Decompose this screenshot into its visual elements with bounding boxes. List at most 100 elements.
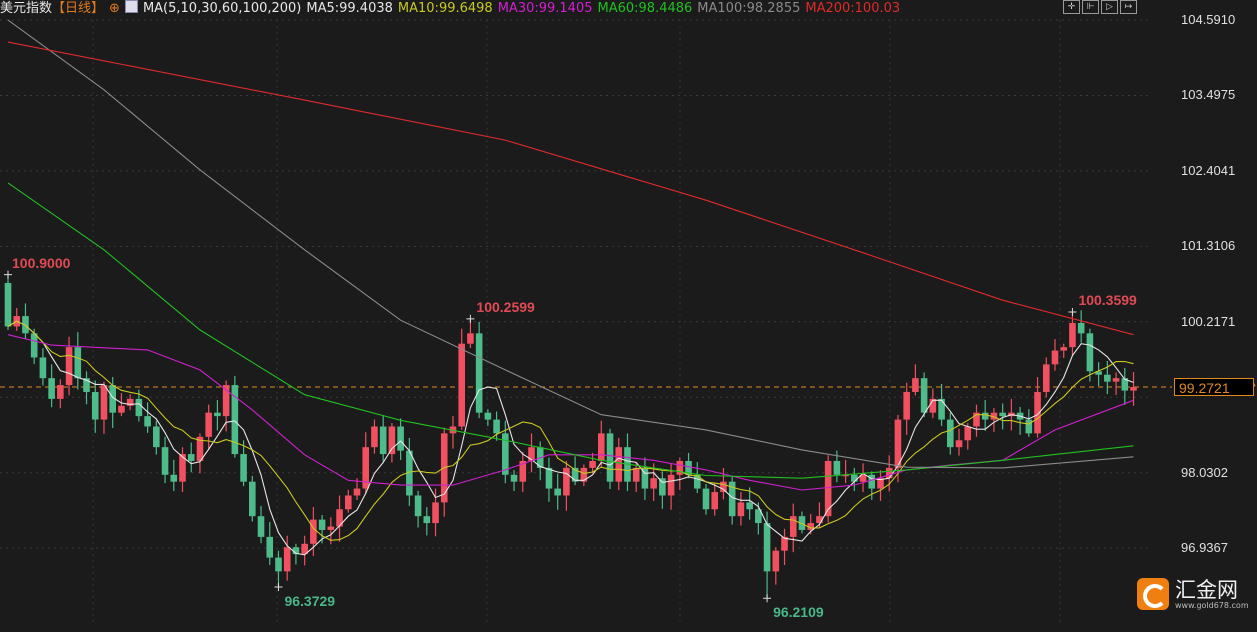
candle-body (781, 536, 788, 551)
candle-body (91, 391, 99, 420)
ma-value-2: MA30:99.1405 (497, 1, 593, 16)
candle-body (109, 385, 116, 413)
y-tick-label: 103.4975 (1181, 87, 1236, 103)
ma-value-5: MA200:100.03 (805, 1, 901, 16)
candle-body (1042, 364, 1050, 392)
ma-line-ma200 (7, 41, 1134, 336)
ma-line-ma100 (7, 19, 1134, 469)
candle-body (650, 478, 657, 489)
candle-body (83, 378, 90, 392)
indicator-chart-icon[interactable] (124, 0, 138, 13)
candle-body (414, 495, 422, 517)
candle-body (1095, 371, 1102, 375)
candle-body (100, 385, 108, 420)
candle-body (859, 474, 867, 482)
candle-body (763, 523, 771, 572)
y-tick-label: 101.3106 (1181, 238, 1236, 254)
low-price-label: 96.3729 (284, 593, 336, 610)
candle-body (493, 419, 500, 434)
candle-body (283, 547, 291, 572)
candle-body (563, 467, 570, 496)
candle-body (344, 495, 352, 510)
candle-body (161, 447, 169, 475)
candle-body (475, 333, 483, 413)
candle-body (598, 433, 605, 461)
candle-body (824, 460, 832, 517)
candle-body (458, 343, 465, 427)
candle-body (275, 557, 282, 572)
ma-line-ma5 (7, 320, 1134, 556)
high-price-label: 100.2599 (476, 298, 535, 315)
candle-body (676, 460, 684, 475)
candle-body (502, 433, 509, 475)
candle-body (65, 347, 73, 386)
candle-body (589, 460, 596, 468)
candle-body (266, 536, 274, 558)
candle-body (571, 467, 579, 482)
candle-body (327, 526, 335, 530)
extreme-marker-icon (4, 270, 12, 279)
candle-body (1060, 347, 1068, 351)
ma-params[interactable]: MA(5,10,30,60,100,200) (142, 1, 302, 16)
candle-body (22, 316, 29, 334)
candle-body (336, 509, 343, 527)
instrument-title: 美元指数 (0, 1, 53, 16)
candle-body (257, 516, 265, 537)
ma-line-ma10 (7, 320, 1134, 541)
candle-body (249, 481, 256, 517)
candle-body (938, 398, 945, 420)
ma-value-1: MA10:99.6498 (397, 1, 493, 16)
candle-body (74, 347, 82, 379)
candle-body (222, 385, 230, 417)
zoom-circle-icon[interactable]: ⊕ (109, 1, 120, 16)
candle-body (990, 412, 998, 420)
play-icon[interactable]: ▷ (1101, 0, 1118, 14)
candle-body (397, 426, 404, 451)
candle-body (1025, 419, 1033, 434)
candle-body (746, 502, 753, 510)
ma-line-ma60 (7, 182, 1134, 479)
candle-body (667, 474, 675, 496)
candle-body (484, 412, 492, 420)
period-label[interactable]: 【日线】 (52, 1, 105, 16)
candle-body (606, 433, 614, 482)
candle-body (755, 509, 762, 524)
candle-body (868, 474, 876, 489)
candle-body (301, 543, 308, 555)
ma-value-0: MA5:99.4038 (306, 1, 393, 16)
candle-body (170, 474, 178, 482)
ma-value-4: MA100:98.2855 (697, 1, 801, 16)
candle-body (973, 412, 980, 427)
candle-body (955, 440, 963, 448)
candle-body (118, 405, 125, 413)
candle-body (179, 454, 186, 482)
candle-body (1112, 378, 1120, 382)
candle-body (310, 519, 317, 544)
candle-body (877, 478, 884, 489)
zoom-range-icon[interactable]: ⊩ (1082, 0, 1099, 14)
candle-body (528, 447, 535, 461)
candle-body (48, 378, 55, 399)
extreme-marker-icon (274, 583, 283, 592)
candle-body (693, 474, 701, 489)
candle-body (519, 460, 527, 482)
y-tick-label: 98.0302 (1181, 464, 1228, 480)
crosshair-icon[interactable]: ✛ (1063, 0, 1080, 14)
candle-body (920, 378, 928, 413)
extreme-marker-icon (1068, 307, 1077, 316)
candle-body (772, 550, 780, 572)
chart-header: 美元指数【日线】 ⊕ MA(5,10,30,60,100,200) MA5:99.40… (0, 0, 910, 18)
candle-body (1086, 333, 1094, 372)
candle-body (214, 412, 221, 417)
y-tick-label: 104.5910 (1181, 12, 1236, 27)
candle-body (292, 547, 300, 555)
exit-icon[interactable]: ↦ (1120, 0, 1137, 14)
candle-body (894, 419, 902, 468)
candle-body (615, 447, 623, 482)
candle-body (702, 488, 710, 510)
candle-body (659, 478, 666, 496)
candle-body (885, 467, 893, 479)
candle-body (1121, 378, 1129, 391)
candle-body (964, 426, 972, 441)
